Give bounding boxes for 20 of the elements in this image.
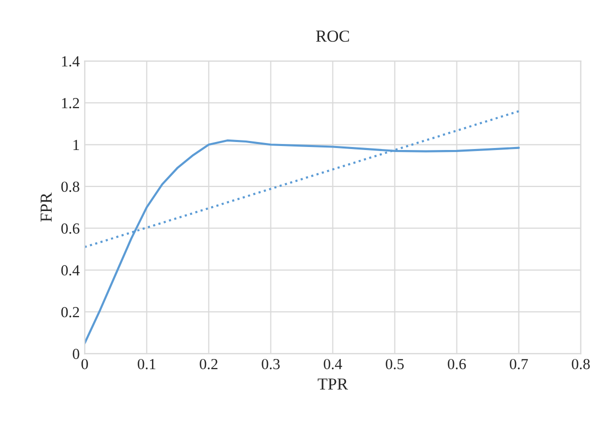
x-tick-label: 0.3 (262, 358, 280, 370)
y-tick-label: 0.6 (61, 223, 80, 234)
x-tick-label: 0.5 (386, 358, 404, 370)
x-tick-label: 0.2 (200, 358, 218, 370)
x-tick-label: 0.4 (324, 358, 342, 370)
y-tick-label: 0.4 (61, 265, 80, 276)
y-tick-label: 1.2 (62, 98, 79, 108)
x-tick-label: 0 (81, 358, 88, 370)
x-tick-label: 0.6 (448, 358, 466, 370)
y-axis-title: FPR (40, 192, 52, 222)
y-tick-label: 0 (72, 348, 80, 360)
x-tick-label: 0.1 (138, 358, 156, 370)
y-tick-label: 0.8 (61, 182, 80, 192)
chart-title: ROC (316, 30, 349, 42)
x-tick-label: 0.7 (510, 358, 528, 370)
y-tick-label: 1 (74, 140, 79, 150)
x-tick-label: 0.8 (572, 358, 590, 370)
y-tick-label: 1.4 (62, 56, 80, 67)
y-tick-label: 0.2 (61, 306, 79, 318)
x-axis-title: TPR (318, 378, 348, 390)
